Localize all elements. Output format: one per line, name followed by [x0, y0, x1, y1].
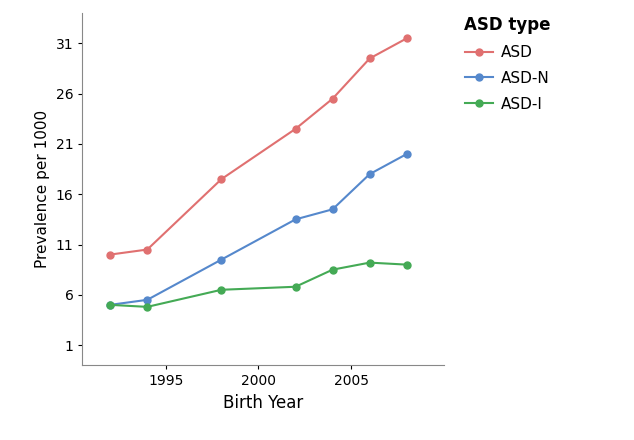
Y-axis label: Prevalence per 1000: Prevalence per 1000 — [35, 110, 50, 268]
ASD-I — [403, 262, 411, 267]
ASD-N — [107, 302, 114, 308]
Text: © American Academy of Pediatrics: © American Academy of Pediatrics — [6, 423, 202, 433]
ASD — [107, 252, 114, 257]
ASD-N — [292, 217, 299, 222]
ASD — [403, 36, 411, 41]
ASD-N — [329, 207, 337, 212]
ASD-I — [366, 260, 373, 265]
ASD-I — [107, 302, 114, 308]
Line: ASD: ASD — [107, 35, 410, 258]
ASD-N — [366, 172, 373, 177]
Line: ASD-I: ASD-I — [107, 259, 410, 310]
ASD-N — [403, 151, 411, 157]
ASD — [292, 126, 299, 132]
ASD-I — [292, 284, 299, 290]
ASD-I — [329, 267, 337, 272]
Line: ASD-N: ASD-N — [107, 150, 410, 308]
ASD-N — [143, 297, 151, 302]
ASD-I — [217, 287, 225, 293]
X-axis label: Birth Year: Birth Year — [223, 394, 303, 412]
ASD-N — [217, 257, 225, 262]
ASD-I — [143, 304, 151, 309]
ASD — [143, 247, 151, 252]
ASD — [366, 56, 373, 61]
ASD — [217, 176, 225, 182]
ASD — [329, 96, 337, 101]
Legend: ASD, ASD-N, ASD-I: ASD, ASD-N, ASD-I — [464, 16, 550, 111]
